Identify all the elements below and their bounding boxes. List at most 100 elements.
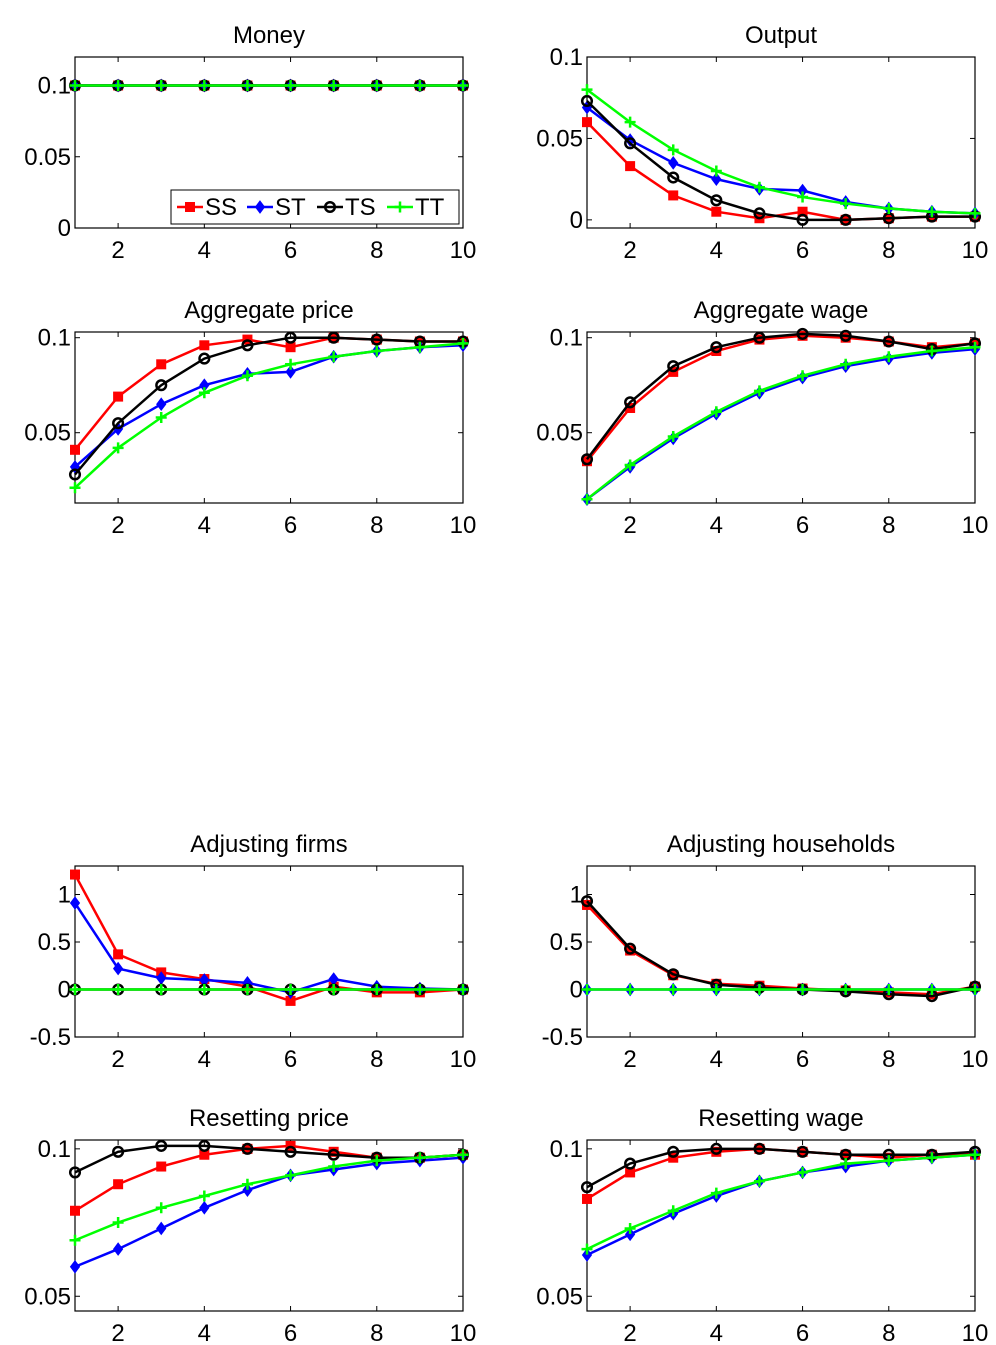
- data-point-st: [668, 156, 679, 170]
- data-point-ts: [198, 1139, 211, 1152]
- series-line-ss: [73, 873, 464, 1003]
- legend-entry-st: ST: [247, 194, 306, 221]
- chart-title: Adjusting households: [667, 831, 895, 858]
- data-point-ts: [580, 453, 594, 466]
- y-tick-label: -0.5: [30, 1024, 71, 1051]
- data-point-tt: [328, 80, 340, 91]
- data-point-tt: [198, 387, 210, 399]
- x-tick-label: 10: [450, 1046, 477, 1073]
- subplot-2: Output 2 4 6 8 10 0 0.05 0.1: [536, 22, 988, 264]
- data-point-ts: [112, 417, 125, 430]
- x-tick-label: 8: [370, 237, 383, 264]
- x-tick-label: 4: [198, 1320, 211, 1345]
- series-line-tt: [586, 1153, 976, 1251]
- data-point-tt: [753, 984, 765, 995]
- data-point-tt: [883, 351, 895, 363]
- series-tt: [581, 341, 981, 505]
- data-point-tt: [969, 984, 981, 995]
- x-tick-label: 8: [882, 512, 895, 539]
- data-point-tt: [285, 1169, 297, 1181]
- chart-title: Output: [745, 22, 817, 49]
- subplot-7: Resetting price 2 4 6 8 10 0.05 0.1: [24, 1105, 476, 1345]
- data-point-ts: [284, 331, 297, 344]
- x-tick-label: 6: [796, 1046, 809, 1073]
- data-point-tt: [840, 198, 852, 210]
- y-tick-label: 0.05: [536, 420, 583, 447]
- y-tick-label: 0.05: [24, 420, 71, 447]
- data-point-ts: [327, 1148, 340, 1161]
- legend-marker: [394, 201, 406, 213]
- x-tick-label: 4: [710, 512, 723, 539]
- data-point-tt: [926, 206, 938, 218]
- data-point-ts: [839, 213, 852, 226]
- data-point-tt: [414, 80, 426, 91]
- data-point-ts: [667, 171, 680, 184]
- data-point-ss: [113, 391, 124, 402]
- data-point-tt: [69, 80, 81, 91]
- data-point-ts: [796, 1145, 809, 1158]
- data-point-tt: [667, 431, 679, 442]
- data-point-tt: [371, 1155, 383, 1167]
- data-point-ss: [582, 1193, 592, 1204]
- data-point-tt: [710, 1187, 722, 1199]
- y-tick-label: 1: [58, 882, 71, 909]
- data-point-tt: [414, 341, 426, 353]
- data-point-tt: [371, 80, 383, 91]
- series-st: [581, 100, 981, 221]
- legend-marker: [254, 200, 266, 214]
- x-tick-label: 10: [450, 512, 477, 539]
- x-tick-label: 8: [882, 1046, 895, 1073]
- series-line-st: [73, 902, 464, 994]
- data-point-tt: [69, 482, 81, 494]
- series-line-ts: [586, 100, 975, 222]
- data-point-tt: [581, 1243, 593, 1255]
- data-point-ts: [710, 194, 723, 207]
- x-tick-label: 8: [370, 512, 383, 539]
- data-point-tt: [414, 1152, 426, 1164]
- y-tick-label: 0.1: [550, 44, 583, 71]
- data-point-tt: [457, 80, 469, 91]
- data-point-ts: [667, 968, 680, 981]
- legend-label: ST: [275, 194, 306, 221]
- data-point-tt: [667, 984, 679, 995]
- data-point-st: [112, 1242, 124, 1256]
- legend-entry-ts: TS: [317, 194, 376, 221]
- data-point-ts: [667, 360, 680, 373]
- data-point-ts: [284, 1145, 297, 1158]
- data-point-ss: [156, 359, 167, 370]
- data-point-tt: [457, 984, 469, 995]
- data-point-tt: [112, 80, 124, 91]
- data-point-tt: [285, 358, 297, 370]
- subplot-5: Adjusting firms 2 4 6 8 10 -0.5 0 0.5 1: [30, 831, 477, 1073]
- data-point-ts: [624, 396, 637, 409]
- data-point-st: [624, 1227, 636, 1242]
- x-tick-label: 10: [450, 1320, 477, 1345]
- data-point-tt: [926, 984, 938, 995]
- data-point-ts: [624, 137, 637, 150]
- data-point-ts: [580, 94, 594, 108]
- data-point-tt: [241, 1178, 253, 1190]
- data-point-ss: [582, 117, 592, 128]
- data-point-ss: [625, 161, 636, 172]
- x-tick-label: 2: [111, 237, 124, 264]
- y-tick-label: 0.1: [38, 73, 71, 100]
- series-tt: [69, 984, 469, 995]
- chart-title: Aggregate wage: [694, 297, 869, 324]
- legend-label: SS: [205, 194, 237, 221]
- legend: SS ST TS TT: [170, 189, 460, 225]
- data-point-tt: [797, 191, 809, 203]
- plot-area: [74, 865, 464, 1038]
- x-tick-label: 6: [796, 237, 809, 264]
- y-tick-label: 1: [570, 882, 583, 909]
- x-tick-label: 10: [450, 237, 477, 264]
- data-point-ss: [113, 1179, 124, 1190]
- series-tt: [581, 1149, 981, 1255]
- x-tick-label: 4: [710, 1046, 723, 1073]
- series-line-ts: [586, 332, 976, 461]
- y-tick-label: 0.05: [536, 125, 583, 152]
- data-point-tt: [328, 351, 340, 363]
- data-point-ss: [70, 869, 80, 880]
- y-tick-label: 0.05: [24, 144, 71, 171]
- x-tick-label: 8: [882, 1320, 895, 1345]
- x-tick-label: 6: [284, 512, 297, 539]
